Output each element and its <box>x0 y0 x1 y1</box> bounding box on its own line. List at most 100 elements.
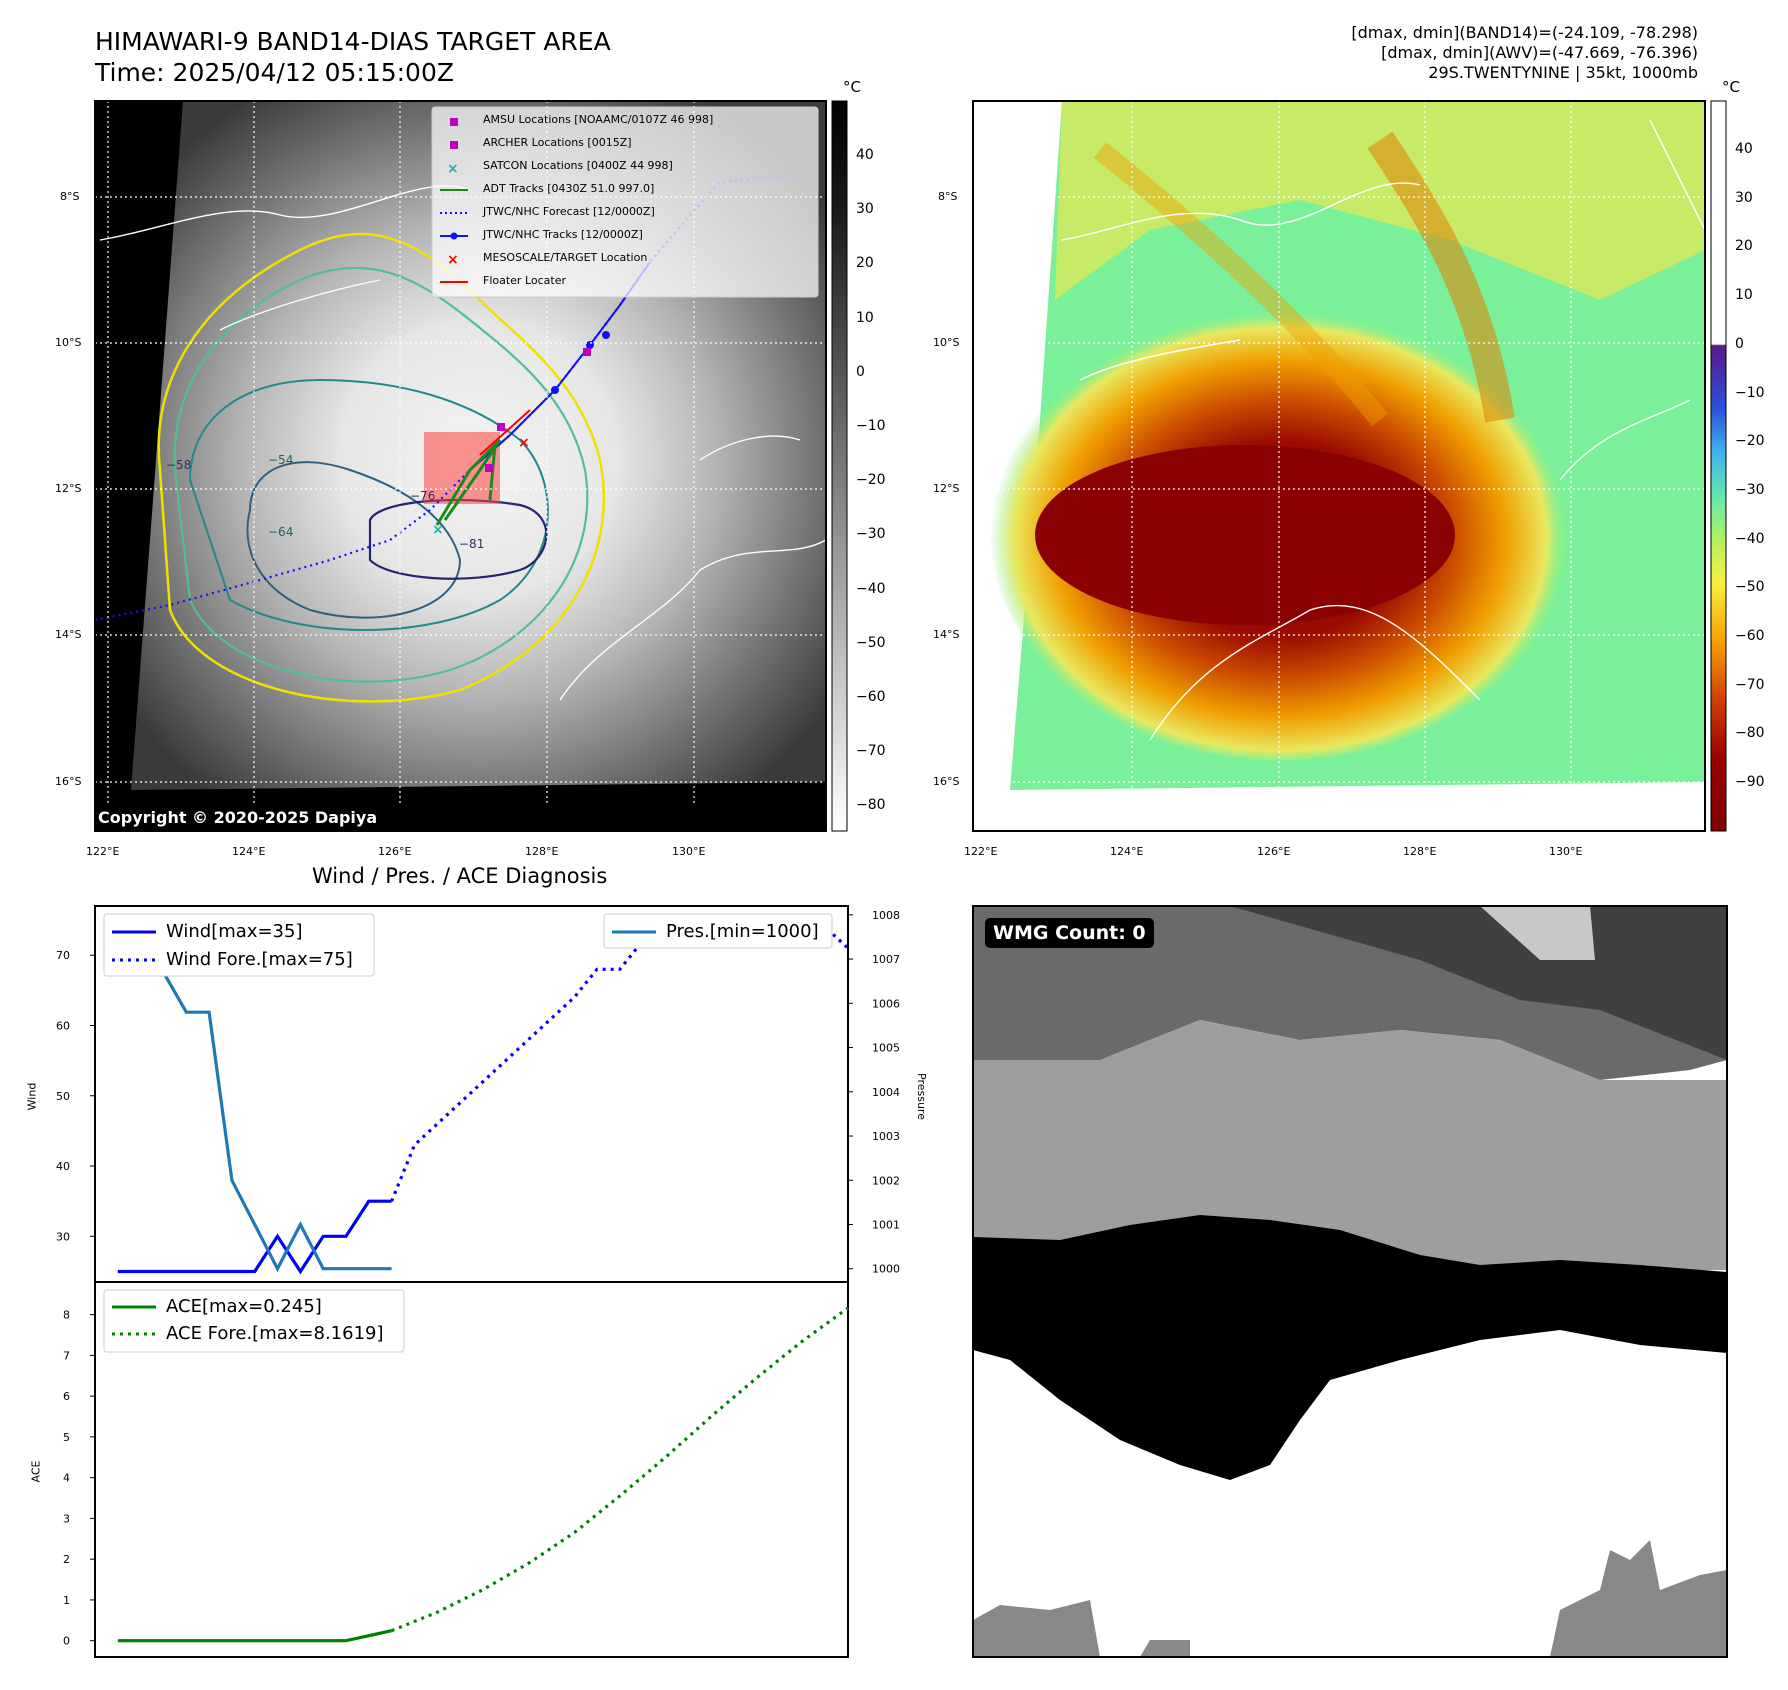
lon-tick: 126°E <box>1257 845 1291 858</box>
series-ace-fore <box>390 1306 849 1633</box>
colorbar-tick: 20 <box>1735 238 1753 255</box>
axis-tick-label: 40 <box>56 1160 70 1173</box>
diagnosis-panels <box>94 905 849 1658</box>
lon-tick: 128°E <box>1403 845 1437 858</box>
diagnosis-title: Wind / Pres. / ACE Diagnosis <box>312 864 608 888</box>
lon-tick: 124°E <box>1110 845 1144 858</box>
legend-pressure: Pres.[min=1000] <box>666 921 819 942</box>
colorbar-tick: 0 <box>1735 335 1744 352</box>
axis-tick-label: 1001 <box>872 1218 900 1231</box>
axis-tick-label: 3 <box>63 1512 70 1525</box>
legend-ace-fore: ACE Fore.[max=8.1619] <box>166 1323 384 1344</box>
colorbar-tick: 0 <box>856 363 865 380</box>
lat-tick: 12°S <box>933 482 960 495</box>
axis-tick-label: 1002 <box>872 1174 900 1187</box>
axis-tick-label: 7 <box>63 1349 70 1362</box>
svg-text:×: × <box>518 435 530 451</box>
legend-amsu: AMSU Locations [NOAAMC/0107Z 46 998] <box>483 113 714 126</box>
pressure-legend <box>603 913 833 949</box>
colorbar-tick: −50 <box>856 634 886 651</box>
legend-jtwc-forecast: JTWC/NHC Forecast [12/0000Z] <box>483 205 655 218</box>
legend-adt: ADT Tracks [0430Z 51.0 997.0] <box>483 182 655 195</box>
ir-colorbar-unit: °C <box>843 78 861 96</box>
axis-tick-label: 1003 <box>872 1130 900 1143</box>
figure-title: HIMAWARI-9 BAND14-DIAS TARGET AREA <box>95 27 611 56</box>
axis-tick-label: 1004 <box>872 1086 900 1099</box>
axis-tick-label: 4 <box>63 1472 70 1485</box>
info-awv: [dmax, dmin](AWV)=(-47.669, -76.396) <box>1381 43 1698 62</box>
lat-tick: 14°S <box>55 628 82 641</box>
colorbar-tick: −40 <box>856 580 886 597</box>
colorbar-tick: −10 <box>856 418 886 434</box>
contour-label: −58 <box>166 458 192 472</box>
colorbar-tick: 10 <box>856 309 874 326</box>
contour-label: −81 <box>459 537 485 551</box>
axis-tick-label: 1007 <box>872 953 900 966</box>
legend-jtwc-tracks: JTWC/NHC Tracks [12/0000Z] <box>483 228 643 241</box>
colorbar-tick: −60 <box>856 689 886 705</box>
ace-legend <box>103 1289 405 1353</box>
colorbar-tick: −50 <box>1735 579 1765 596</box>
diagnosis-ticks: 3040506070100010011002100310041005100610… <box>56 909 900 1648</box>
axis-tick-label: 5 <box>63 1431 70 1444</box>
wmg-panel <box>972 905 1728 1658</box>
copyright-text: Copyright © 2020-2025 Dapiya <box>98 808 378 827</box>
lon-tick: 126°E <box>378 845 412 858</box>
series-wind <box>117 1199 392 1275</box>
colorbar-tick: −70 <box>1735 676 1765 693</box>
colorbar-tick: −10 <box>1735 384 1765 401</box>
awv-colorbar-unit: °C <box>1722 78 1740 96</box>
ace-chart <box>117 1306 849 1643</box>
colorbar-tick: 30 <box>1735 189 1753 206</box>
series-ace <box>117 1629 392 1643</box>
axis-tick-label: 0 <box>63 1635 70 1648</box>
awv-colorbar <box>1710 100 1727 832</box>
colorbar-tick: 10 <box>1735 287 1753 304</box>
lon-tick: 128°E <box>525 845 559 858</box>
axis-tick-label: 1008 <box>872 909 900 922</box>
lat-tick: 8°S <box>60 190 80 203</box>
colorbar-tick: −20 <box>1735 433 1765 450</box>
series-wind-fore <box>390 918 850 1202</box>
contour-label: −64 <box>268 525 294 539</box>
lat-tick: 16°S <box>933 775 960 788</box>
legend-floater: Floater Locater <box>483 274 567 287</box>
colorbar-tick: −70 <box>856 743 886 760</box>
axis-tick-label: 1005 <box>872 1042 900 1055</box>
colorbar-tick: −20 <box>856 472 886 489</box>
lat-tick: 12°S <box>55 482 82 495</box>
lat-tick: 10°S <box>55 336 82 349</box>
svg-text:×: × <box>447 252 459 268</box>
svg-text:×: × <box>447 161 459 177</box>
lon-tick: 122°E <box>86 845 120 858</box>
legend-wind-fore: Wind Fore.[max=75] <box>166 949 353 970</box>
axis-tick-label: 1000 <box>872 1263 900 1276</box>
colorbar-tick: −40 <box>1735 530 1765 547</box>
ace-axis-label: ACE <box>29 1460 43 1483</box>
ir-legend-markers: × × <box>440 118 468 283</box>
ir-colorbar <box>831 100 848 832</box>
wind-legend <box>103 913 375 977</box>
legend-ace: ACE[max=0.245] <box>166 1296 322 1317</box>
colorbar-tick: −60 <box>1735 628 1765 644</box>
legend-mesoscale: MESOSCALE/TARGET Location <box>483 251 648 264</box>
colorbar-tick: −80 <box>1735 725 1765 742</box>
axis-tick-label: 1 <box>63 1594 70 1607</box>
awv-map-panel <box>972 100 1706 832</box>
svg-text:×: × <box>432 522 444 538</box>
info-storm: 29S.TWENTYNINE | 35kt, 1000mb <box>1428 63 1698 82</box>
axis-tick-label: 30 <box>56 1230 70 1243</box>
info-band14: [dmax, dmin](BAND14)=(-24.109, -78.298) <box>1351 23 1698 42</box>
axis-tick-label: 50 <box>56 1090 70 1103</box>
colorbar-tick: −30 <box>856 526 886 543</box>
pressure-axis-label: Pressure <box>914 1073 928 1120</box>
colorbar-tick: 40 <box>1735 141 1753 157</box>
colorbar-tick: −30 <box>1735 481 1765 498</box>
lat-tick: 16°S <box>55 775 82 788</box>
lon-tick: 130°E <box>1549 845 1583 858</box>
axis-tick-label: 1006 <box>872 997 900 1010</box>
colorbar-tick: 30 <box>856 201 874 218</box>
lon-tick: 124°E <box>232 845 266 858</box>
axis-tick-label: 70 <box>56 949 70 962</box>
